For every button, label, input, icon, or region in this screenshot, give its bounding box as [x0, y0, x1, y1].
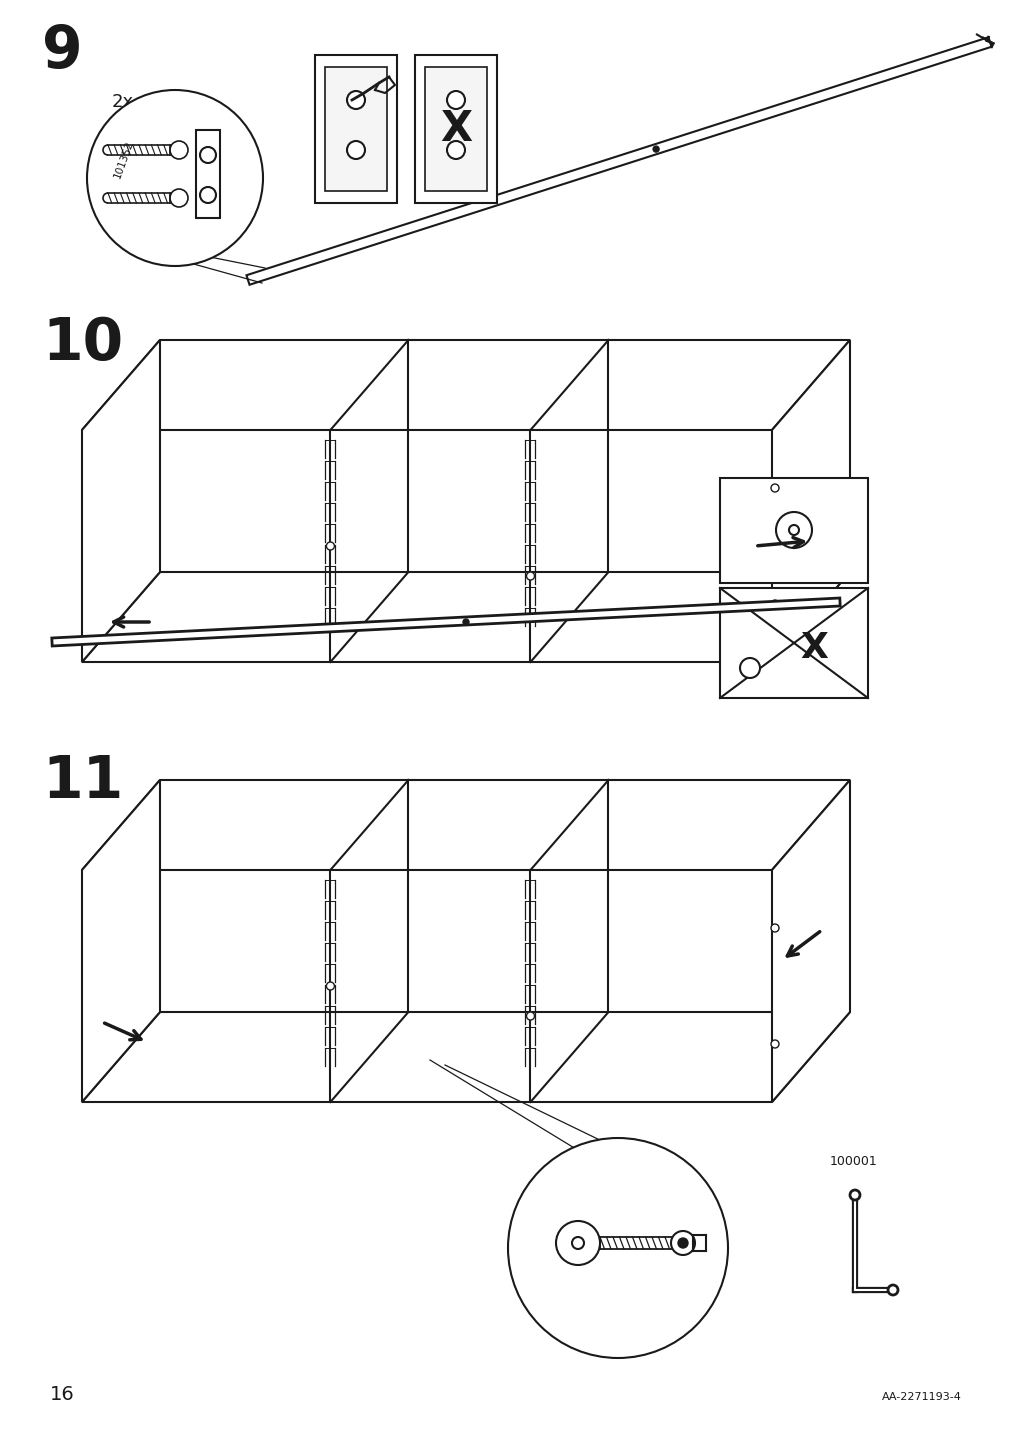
Circle shape — [170, 189, 188, 208]
Circle shape — [739, 657, 759, 677]
Polygon shape — [425, 67, 486, 190]
Polygon shape — [82, 571, 849, 662]
Circle shape — [770, 484, 778, 493]
Circle shape — [526, 1012, 534, 1020]
Text: 2x: 2x — [112, 93, 134, 112]
Text: X: X — [440, 107, 471, 150]
Circle shape — [87, 90, 263, 266]
Circle shape — [571, 1237, 583, 1249]
Circle shape — [770, 1040, 778, 1048]
Polygon shape — [82, 339, 849, 430]
Text: X: X — [800, 632, 827, 664]
Polygon shape — [52, 599, 839, 646]
Circle shape — [327, 541, 334, 550]
Circle shape — [770, 600, 778, 609]
Circle shape — [447, 92, 464, 109]
Text: 9: 9 — [42, 23, 83, 80]
Text: 100212: 100212 — [583, 1307, 631, 1320]
Circle shape — [652, 146, 658, 152]
Polygon shape — [325, 67, 386, 190]
Polygon shape — [415, 54, 496, 203]
Polygon shape — [82, 1012, 849, 1103]
Polygon shape — [82, 780, 160, 1103]
Circle shape — [200, 188, 215, 203]
Text: 101352: 101352 — [112, 139, 134, 180]
Circle shape — [887, 1285, 897, 1295]
Text: 16: 16 — [50, 1385, 75, 1403]
Circle shape — [508, 1138, 727, 1358]
Circle shape — [849, 1190, 859, 1200]
Text: 11: 11 — [42, 753, 123, 811]
Polygon shape — [719, 589, 867, 697]
Circle shape — [327, 982, 334, 990]
Text: AA-2271193-4: AA-2271193-4 — [882, 1392, 961, 1402]
Circle shape — [200, 147, 215, 163]
Polygon shape — [82, 339, 160, 662]
Polygon shape — [247, 37, 991, 285]
Polygon shape — [771, 339, 849, 662]
Circle shape — [447, 140, 464, 159]
Circle shape — [347, 140, 365, 159]
Circle shape — [555, 1221, 600, 1264]
Circle shape — [677, 1239, 687, 1249]
Circle shape — [463, 619, 468, 624]
Polygon shape — [82, 780, 849, 871]
Circle shape — [775, 513, 811, 548]
Polygon shape — [314, 54, 396, 203]
Circle shape — [347, 92, 365, 109]
Text: 10: 10 — [42, 315, 123, 372]
Circle shape — [170, 140, 188, 159]
Polygon shape — [196, 130, 219, 218]
Circle shape — [789, 526, 799, 536]
Circle shape — [526, 571, 534, 580]
Circle shape — [670, 1232, 695, 1254]
Polygon shape — [771, 780, 849, 1103]
Circle shape — [770, 924, 778, 932]
Text: 100001: 100001 — [829, 1156, 877, 1169]
Polygon shape — [719, 478, 867, 583]
